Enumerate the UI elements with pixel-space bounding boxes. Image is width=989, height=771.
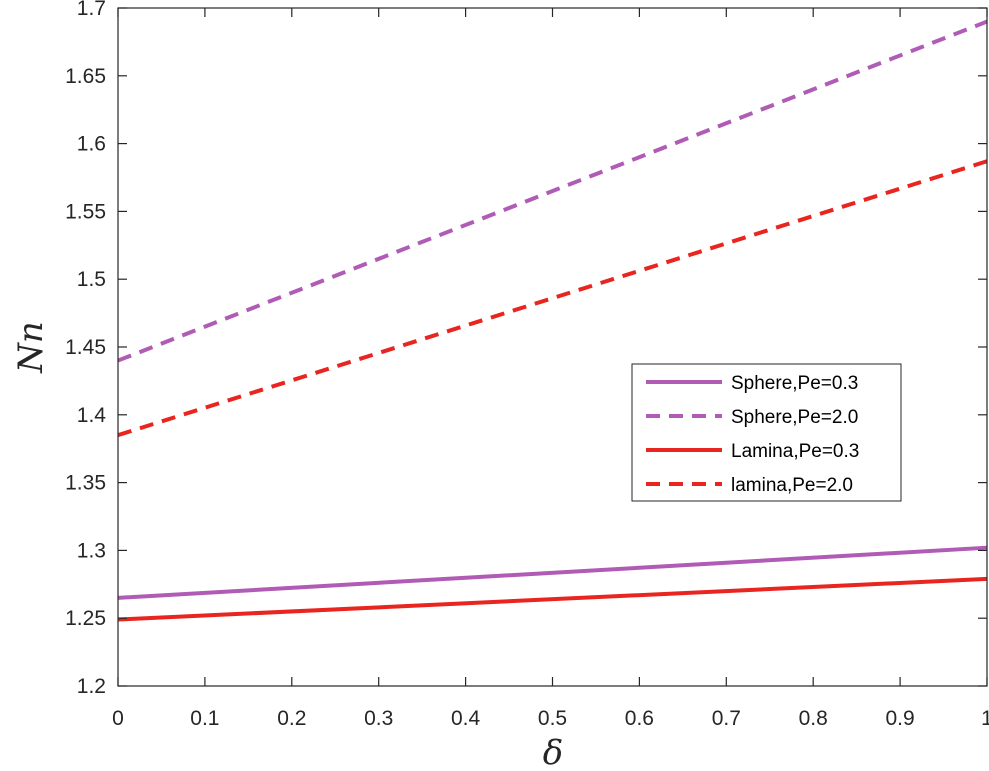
tick-layer: 0 0.1 0.2 0.3 0.4 0.5 0.6 0.7 0.8 0.9 1 1.2 1.25 1.3 1…	[65, 0, 989, 730]
x-tick-label: 0.7	[712, 707, 741, 730]
x-tick-label: 0.2	[277, 707, 306, 730]
y-tick-label: 1.45	[65, 336, 106, 359]
legend-label-1: Sphere,Pe=0.3	[731, 373, 858, 394]
x-tick-label: 1	[981, 707, 989, 730]
x-tick-label: 0.1	[190, 707, 219, 730]
y-tick-label: 1.6	[77, 133, 106, 156]
legend-label-3: Lamina,Pe=0.3	[731, 441, 859, 462]
x-tick-label: 0.8	[799, 707, 828, 730]
series-line-4	[117, 159, 988, 438]
x-tick-label: 0.3	[364, 707, 393, 730]
legend-box	[631, 363, 902, 502]
y-tick-label: 1.7	[77, 0, 106, 20]
y-tick-label: 1.65	[65, 65, 106, 88]
x-tick-label: 0.6	[625, 707, 654, 730]
x-tick-label: 0.9	[885, 707, 914, 730]
y-tick-label: 1.35	[65, 472, 106, 495]
x-tick-label: 0	[112, 707, 124, 730]
x-axis-label: δ	[543, 733, 563, 771]
series-line-1	[117, 545, 988, 600]
y-tick-label: 1.5	[77, 268, 106, 291]
y-tick-label: 1.4	[77, 404, 107, 427]
y-tick-label: 1.55	[65, 200, 106, 223]
legend-label-2: Sphere,Pe=2.0	[731, 407, 858, 428]
legend: Sphere,Pe=0.3 Sphere,Pe=2.0 Lamina,Pe=0.3 l…	[631, 363, 902, 502]
legend-label-4: lamina,Pe=2.0	[731, 475, 853, 496]
series-layer	[117, 19, 988, 622]
series-line-3	[117, 576, 988, 622]
x-tick-label: 0.5	[538, 707, 567, 730]
y-tick-label: 1.25	[65, 607, 106, 630]
series-line-2	[117, 19, 988, 363]
x-tick-label: 0.4	[451, 707, 481, 730]
y-tick-label: 1.2	[77, 675, 106, 698]
y-axis-label: Nn	[11, 321, 51, 374]
y-tick-label: 1.3	[77, 539, 106, 562]
